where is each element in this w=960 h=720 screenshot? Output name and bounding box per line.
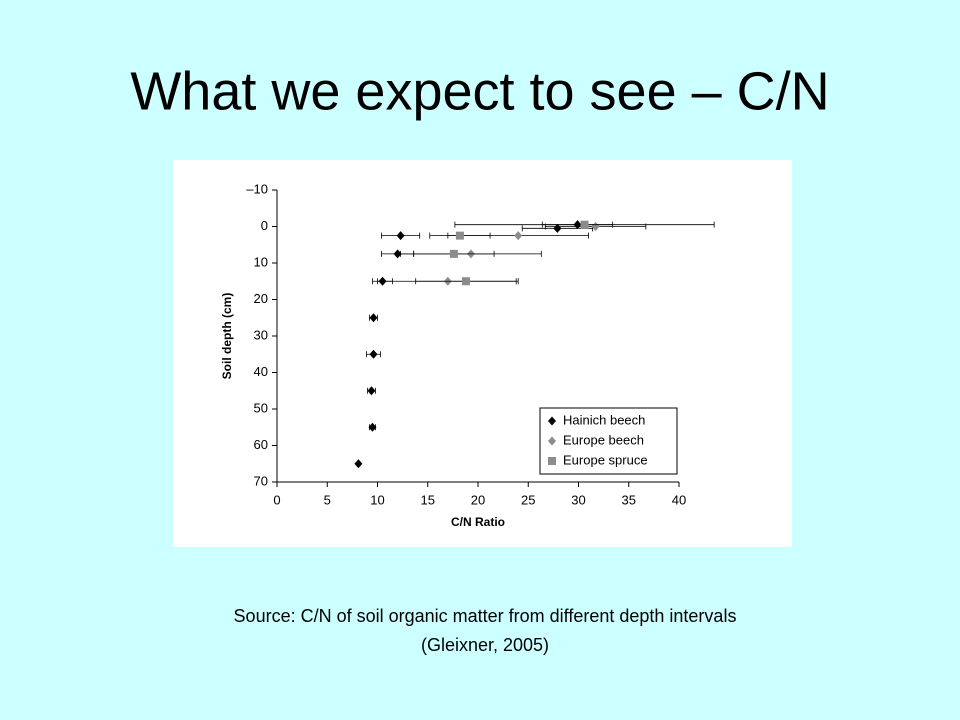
point (369, 313, 378, 323)
x-tick-label: 20 (471, 492, 485, 507)
point (591, 222, 600, 231)
y-tick-label: 40 (254, 364, 268, 379)
x-tick-label: 10 (370, 492, 384, 507)
point (514, 231, 523, 241)
legend-box (539, 407, 678, 475)
point (461, 277, 470, 286)
y-tick-label: 70 (254, 473, 268, 488)
slide-title: What we expect to see – C/N (130, 61, 829, 121)
y-tick-label: 10 (254, 254, 268, 269)
x-tick-label: 40 (672, 492, 686, 507)
y-axis-label: Soil depth (cm) (220, 293, 234, 380)
y-tick-label: –10 (246, 181, 268, 196)
caption: (Gleixner, 2005) (421, 635, 549, 655)
legend-label: Hainich beech (563, 412, 645, 427)
point (580, 220, 589, 229)
x-axis-label: C/N Ratio (451, 515, 505, 529)
x-tick-label: 15 (421, 492, 435, 507)
point (393, 249, 402, 259)
point (369, 349, 378, 359)
legend-marker (548, 457, 556, 465)
point (368, 422, 377, 432)
point (553, 223, 562, 233)
x-tick-label: 30 (571, 492, 585, 507)
point (354, 459, 363, 469)
legend-marker (548, 436, 556, 446)
point (455, 231, 464, 240)
x-tick-label: 35 (622, 492, 636, 507)
legend-label: Europe spruce (563, 452, 648, 467)
point (449, 249, 458, 258)
y-tick-label: 50 (254, 400, 268, 415)
caption: Source: C/N of soil organic matter from … (234, 606, 737, 626)
legend-label: Europe beech (563, 432, 644, 447)
y-tick-label: 30 (254, 327, 268, 342)
x-tick-label: 25 (521, 492, 535, 507)
point (367, 386, 376, 396)
point (396, 231, 405, 241)
chart: –10 0 10 20 30 40 50 60 70 0 5 10 15 20 25 30 35 40 C/N Ra… (220, 181, 715, 529)
y-tick-label: 20 (254, 291, 268, 306)
y-tick-label: 0 (261, 218, 268, 233)
legend-marker (548, 416, 556, 426)
x-tick-label: 0 (273, 492, 280, 507)
x-tick-label: 5 (324, 492, 331, 507)
y-tick-label: 60 (254, 437, 268, 452)
